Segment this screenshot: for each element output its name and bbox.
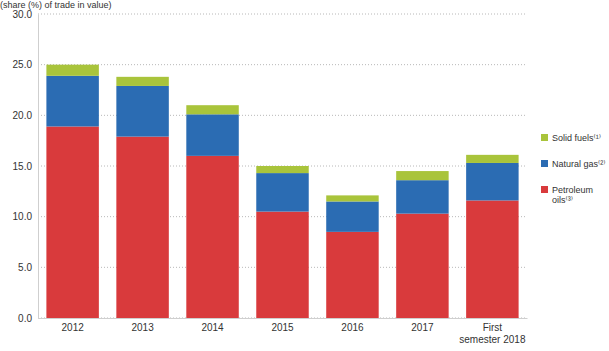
x-tick-label: 2016: [341, 322, 364, 333]
y-tick-label: 10.0: [13, 211, 33, 222]
y-axis: 0.0 5.0 10.0 15.0 20.0 25.0 30.0: [13, 9, 39, 324]
bar: [466, 155, 518, 163]
bar: [396, 214, 448, 318]
series-bars: [46, 65, 518, 202]
bar: [46, 76, 98, 127]
bar: [116, 77, 168, 86]
x-tick-label: 2012: [62, 322, 85, 333]
x-tick: 2012: [62, 318, 85, 333]
y-tick: 0.0: [18, 313, 38, 324]
bars: [46, 65, 518, 318]
series-bars: [46, 126, 518, 318]
y-tick: 20.0: [13, 110, 38, 121]
bar: [186, 114, 238, 156]
chart: 0.05.010.015.020.025.030.020122013201420…: [0, 0, 609, 351]
legend-swatch: [541, 134, 548, 141]
bar: [116, 86, 168, 137]
x-tick-label: 2017: [411, 322, 434, 333]
x-tick-label: 2014: [201, 322, 224, 333]
y-tick-label: 25.0: [13, 59, 33, 70]
series-bars: [46, 76, 518, 232]
bar: [256, 173, 308, 212]
bar: [396, 180, 448, 213]
y-axis-line: [38, 15, 39, 319]
bar: [186, 156, 238, 318]
legend: Solid fuels⁽¹⁾ Natural gas⁽²⁾ Petroleumoil…: [541, 133, 605, 205]
legend-item: Natural gas⁽²⁾: [541, 159, 605, 169]
legend-item: Petroleumoils⁽³⁾: [541, 185, 593, 205]
y-axis-title: (share (%) of trade in value): [0, 0, 112, 10]
legend-label: Natural gas⁽²⁾: [552, 159, 605, 169]
x-tick: 2016: [341, 318, 364, 333]
x-tick-label: 2013: [131, 322, 154, 333]
bar: [46, 65, 98, 76]
y-tick: 30.0: [13, 9, 38, 20]
x-tick: Firstsemester 2018: [459, 318, 526, 345]
y-tick: 10.0: [13, 211, 38, 222]
bar: [46, 126, 98, 318]
bar: [396, 171, 448, 180]
y-tick-label: 5.0: [18, 262, 32, 273]
x-tick: 2017: [411, 318, 434, 333]
x-tick: 2015: [271, 318, 294, 333]
y-tick-label: 20.0: [13, 110, 33, 121]
y-tick-label: 0.0: [18, 313, 32, 324]
grid: [38, 14, 527, 318]
bar: [466, 200, 518, 318]
legend-swatch: [541, 186, 548, 193]
x-tick: 2014: [201, 318, 224, 333]
y-tick: 15.0: [13, 161, 38, 172]
bar: [186, 105, 238, 114]
y-tick-label: 15.0: [13, 161, 33, 172]
legend-label: Petroleumoils⁽³⁾: [552, 185, 593, 205]
bar: [256, 212, 308, 318]
x-tick: 2013: [131, 318, 154, 333]
bar: [116, 137, 168, 318]
grid-line: [38, 115, 527, 116]
x-tick-label: Firstsemester 2018: [459, 322, 526, 345]
bar: [326, 195, 378, 201]
y-tick: 5.0: [18, 262, 38, 273]
legend-swatch: [541, 160, 548, 167]
y-tick: 25.0: [13, 59, 38, 70]
x-tick-label: 2015: [271, 322, 294, 333]
y-tick-label: 30.0: [13, 9, 33, 20]
grid-line: [38, 14, 527, 15]
plot: 0.05.010.015.020.025.030.020122013201420…: [13, 9, 528, 345]
legend-item: Solid fuels⁽¹⁾: [541, 133, 601, 143]
x-axis-line: [39, 318, 528, 319]
grid-line: [38, 64, 527, 65]
bar: [326, 232, 378, 318]
bar: [256, 166, 308, 173]
bar: [466, 163, 518, 200]
x-axis: 2012 2013 2014 2015 2016 2017 Firstsemester 20…: [39, 318, 528, 345]
bar: [326, 201, 378, 231]
legend-label: Solid fuels⁽¹⁾: [552, 133, 601, 143]
